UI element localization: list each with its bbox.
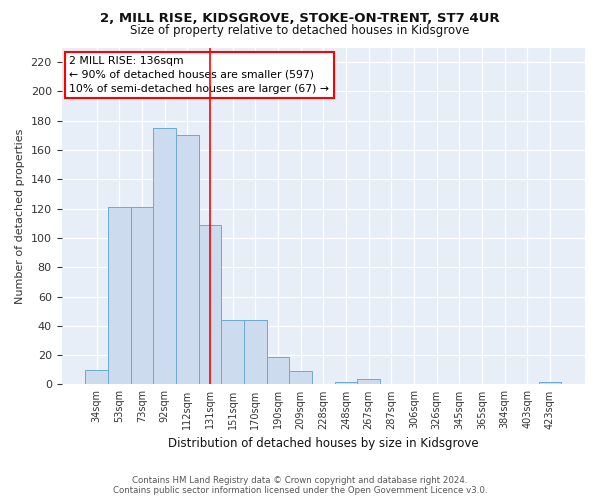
Bar xyxy=(244,320,266,384)
Bar xyxy=(335,382,357,384)
Bar xyxy=(108,207,131,384)
Text: Contains HM Land Registry data © Crown copyright and database right 2024.
Contai: Contains HM Land Registry data © Crown c… xyxy=(113,476,487,495)
Bar xyxy=(289,371,312,384)
Text: 2 MILL RISE: 136sqm
← 90% of detached houses are smaller (597)
10% of semi-detac: 2 MILL RISE: 136sqm ← 90% of detached ho… xyxy=(70,56,329,94)
Y-axis label: Number of detached properties: Number of detached properties xyxy=(15,128,25,304)
X-axis label: Distribution of detached houses by size in Kidsgrove: Distribution of detached houses by size … xyxy=(168,437,479,450)
Bar xyxy=(154,128,176,384)
Bar xyxy=(357,378,380,384)
Text: 2, MILL RISE, KIDSGROVE, STOKE-ON-TRENT, ST7 4UR: 2, MILL RISE, KIDSGROVE, STOKE-ON-TRENT,… xyxy=(100,12,500,26)
Text: Size of property relative to detached houses in Kidsgrove: Size of property relative to detached ho… xyxy=(130,24,470,37)
Bar xyxy=(539,382,561,384)
Bar xyxy=(176,136,199,384)
Bar xyxy=(131,207,154,384)
Bar xyxy=(85,370,108,384)
Bar xyxy=(199,225,221,384)
Bar xyxy=(266,356,289,384)
Bar xyxy=(221,320,244,384)
